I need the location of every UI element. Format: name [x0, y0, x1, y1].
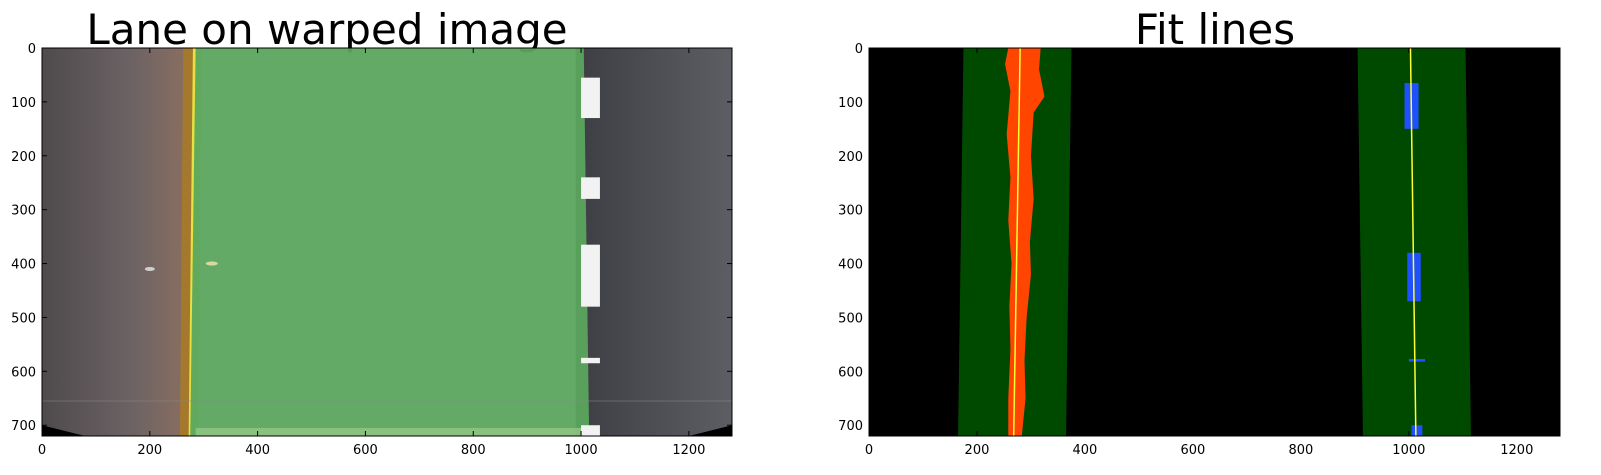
x-tick-label: 800 — [461, 443, 486, 458]
x-tick-label: 400 — [245, 443, 270, 458]
chart-title: Fit lines — [1135, 5, 1295, 54]
x-tick-label: 1200 — [1500, 443, 1533, 458]
fit-line-left — [1012, 48, 1021, 436]
x-tick-label: 0 — [865, 443, 873, 458]
y-tick-label: 300 — [838, 204, 863, 219]
road-artifact — [205, 261, 218, 266]
y-tick-label: 700 — [838, 419, 863, 434]
chart-title: Lane on warped image — [86, 5, 567, 54]
x-tick-label: 200 — [965, 443, 990, 458]
y-tick-label: 400 — [11, 258, 36, 273]
axes-frame — [41, 47, 733, 437]
white-lane-mark — [581, 425, 600, 436]
y-tick-label: 200 — [838, 150, 863, 165]
right-chart-panel: Fit lines 0 200 400 600 800 1000 1200 0 100 200 30… — [830, 0, 1601, 475]
y-tick-label: 600 — [838, 365, 863, 380]
y-tick-label: 300 — [11, 204, 36, 219]
road-surface-left — [42, 48, 188, 436]
x-tick-label: 800 — [1288, 443, 1313, 458]
plot-area — [869, 48, 1560, 436]
y-tick-label: 100 — [11, 96, 36, 111]
road-surface-right — [575, 48, 732, 436]
x-tick-label: 600 — [353, 443, 378, 458]
y-tick-label: 600 — [11, 365, 36, 380]
y-tick-label: 0 — [28, 42, 36, 57]
x-tick-label: 1200 — [672, 443, 705, 458]
y-tick-label: 200 — [11, 150, 36, 165]
white-lane-mark — [581, 177, 600, 199]
y-tick-label: 400 — [838, 258, 863, 273]
y-tick-label: 100 — [838, 96, 863, 111]
y-tick-label: 500 — [11, 311, 36, 326]
x-tick-label: 200 — [137, 443, 162, 458]
white-lane-mark — [581, 77, 600, 119]
y-tick-label: 0 — [855, 42, 863, 57]
x-tick-label: 0 — [38, 443, 46, 458]
x-tick-label: 400 — [1073, 443, 1098, 458]
lane-bottom-glare — [195, 427, 587, 436]
plot-area — [42, 48, 732, 436]
x-tick-label: 1000 — [565, 443, 598, 458]
left-chart-panel: Lane on warped image 0 200 400 600 800 1000 12… — [0, 0, 800, 475]
lane-pixels-right — [1411, 425, 1423, 436]
x-tick-label: 600 — [1180, 443, 1205, 458]
warp-corner — [688, 425, 732, 436]
fit-line-right — [1409, 48, 1417, 436]
lane-pixels-right — [1408, 358, 1426, 362]
road-artifact — [144, 266, 155, 271]
white-lane-mark — [581, 357, 600, 364]
axes: 0 200 400 600 800 1000 1200 0 100 200 300 400 500 600… — [838, 42, 1561, 458]
axes: 0 200 400 600 800 1000 1200 0 100 200 300 400 500 600… — [11, 42, 733, 458]
fit-lines-chart: Fit lines 0 200 400 600 800 1000 1200 0 100 200 30… — [838, 5, 1561, 458]
y-tick-label: 700 — [11, 419, 36, 434]
white-lane-mark — [581, 244, 600, 307]
search-window-right — [1357, 48, 1471, 436]
lane-warped-chart: Lane on warped image 0 200 400 600 800 1000 12… — [11, 5, 733, 458]
axes-frame — [868, 47, 1561, 437]
warp-corner — [42, 425, 86, 436]
lane-area — [190, 48, 590, 436]
x-tick-label: 1000 — [1392, 443, 1425, 458]
y-tick-label: 500 — [838, 311, 863, 326]
